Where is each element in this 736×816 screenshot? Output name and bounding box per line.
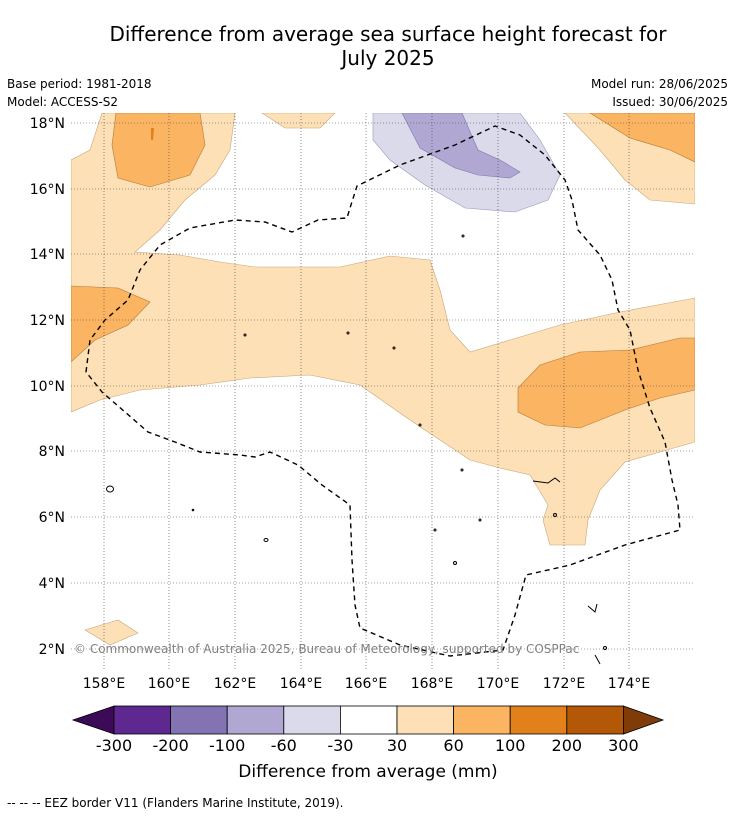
lon-label: 160°E xyxy=(148,676,191,692)
anomaly-region-60-100-west xyxy=(71,285,151,363)
islands xyxy=(106,234,607,665)
colorbar-tick: -60 xyxy=(271,736,297,755)
model-name: Model: ACCESS-S2 xyxy=(7,95,119,109)
lat-label: 10°N xyxy=(30,379,65,395)
lat-label: 6°N xyxy=(39,510,65,526)
copyright-text: © Commonwealth of Australia 2025, Bureau… xyxy=(74,642,579,656)
model-run: Model run: 28/06/2025 xyxy=(590,77,728,91)
lon-label: 170°E xyxy=(477,676,520,692)
lon-label: 166°E xyxy=(345,676,388,692)
lon-label: 168°E xyxy=(411,676,454,692)
title-line-2: July 2025 xyxy=(341,46,435,70)
colorbar-swatch xyxy=(113,705,171,735)
lat-label: 12°N xyxy=(30,313,65,329)
colorbar-tick: -30 xyxy=(327,736,353,755)
anomaly-region-30-60-north xyxy=(261,113,336,129)
colorbar-tick: 200 xyxy=(552,736,583,755)
anomaly-region-60-100-northwest xyxy=(111,113,206,188)
title-line-1: Difference from average sea surface heig… xyxy=(109,22,667,46)
colorbar xyxy=(71,705,665,735)
eez-footnote: -- -- -- EEZ border V11 (Flanders Marine… xyxy=(7,796,344,810)
colorbar-tick: -100 xyxy=(209,736,245,755)
colorbar-tick: 30 xyxy=(387,736,407,755)
anomaly-region-100-200-spot xyxy=(151,128,154,140)
anomaly-region-60-100-east xyxy=(517,337,695,429)
lat-label: 8°N xyxy=(39,444,65,460)
lon-label: 174°E xyxy=(608,676,651,692)
lon-label: 162°E xyxy=(214,676,257,692)
colorbar-tick: 100 xyxy=(495,736,526,755)
colorbar-swatch xyxy=(453,705,511,735)
lat-label: 14°N xyxy=(30,247,65,263)
lat-label: 2°N xyxy=(39,642,65,658)
base-period: Base period: 1981-2018 xyxy=(7,77,152,91)
anomaly-region-30-60-main xyxy=(71,113,695,546)
anomaly-region-30-60-south xyxy=(84,619,139,646)
colorbar-swatch xyxy=(170,705,228,735)
eez-border xyxy=(85,125,681,657)
anomaly-region-60-100-northeast xyxy=(589,113,695,163)
colorbar-label: Difference from average (mm) xyxy=(238,762,498,782)
lon-label: 172°E xyxy=(543,676,586,692)
lon-label: 164°E xyxy=(280,676,323,692)
meta-left: Base period: 1981-2018 Model: ACCESS-S2 xyxy=(7,75,152,111)
colorbar-tick: -200 xyxy=(152,736,188,755)
colorbar-tick: 300 xyxy=(608,736,639,755)
colorbar-swatch xyxy=(396,705,454,735)
colorbar-tick: -300 xyxy=(96,736,132,755)
colorbar-ticks: -300 -200 -100 -60 -30 30 60 100 200 300 xyxy=(96,736,639,755)
lat-label: 16°N xyxy=(30,182,65,198)
colorbar-swatch xyxy=(226,705,285,735)
map-plot-area: © Commonwealth of Australia 2025, Bureau… xyxy=(71,113,695,670)
lat-label: 18°N xyxy=(30,116,65,132)
colorbar-swatch xyxy=(509,705,568,735)
chart-title: Difference from average sea surface heig… xyxy=(40,22,736,70)
latitude-gridlines xyxy=(71,122,695,650)
colorbar-tick: 60 xyxy=(443,736,463,755)
lon-label: 158°E xyxy=(83,676,126,692)
colorbar-swatch xyxy=(71,705,115,735)
colorbar-swatch xyxy=(623,705,665,735)
issued-date: Issued: 30/06/2025 xyxy=(612,95,728,109)
meta-right: Model run: 28/06/2025 Issued: 30/06/2025 xyxy=(591,75,728,111)
latitude-labels: 18°N 16°N 14°N 12°N 10°N 8°N 6°N 4°N 2°N xyxy=(30,116,65,658)
colorbar-swatch xyxy=(283,705,341,735)
lat-label: 4°N xyxy=(39,576,65,592)
anomaly-region-neg60-neg100 xyxy=(401,113,521,179)
colorbar-swatch xyxy=(339,705,398,735)
longitude-labels: 158°E 160°E 162°E 164°E 166°E 168°E 170°… xyxy=(83,676,651,692)
colorbar-swatch xyxy=(566,705,624,735)
